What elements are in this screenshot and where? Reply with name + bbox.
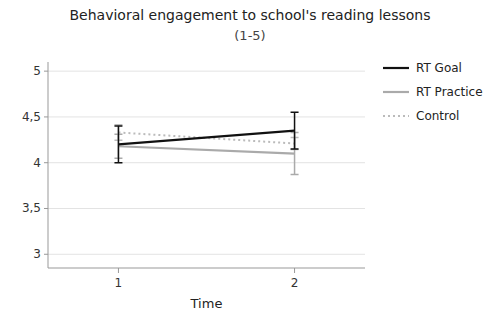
legend: RT Goal RT Practice Control	[383, 61, 483, 123]
y-tick-label: 3	[33, 247, 41, 261]
x-tick-label: 1	[115, 276, 123, 290]
series	[114, 125, 298, 150]
x-tick	[294, 268, 295, 273]
series-line	[118, 146, 294, 153]
y-tick-label: 4	[33, 156, 41, 170]
x-axis-line	[48, 268, 365, 269]
y-tick-label: 3,5	[22, 201, 41, 215]
grid-line	[48, 208, 365, 209]
data-area	[114, 112, 298, 174]
y-tick-label: 4,5	[22, 110, 41, 124]
grid-line	[48, 116, 365, 117]
grid-line	[48, 71, 365, 72]
y-tick	[44, 162, 48, 163]
legend-swatch	[383, 91, 409, 93]
series-line	[118, 131, 294, 145]
series	[114, 112, 298, 162]
legend-swatch	[383, 115, 409, 117]
legend-label: RT Practice	[416, 85, 483, 99]
y-tick	[44, 116, 48, 117]
legend-label: Control	[416, 109, 459, 123]
legend-label: RT Goal	[416, 61, 462, 75]
error-bar	[291, 112, 299, 149]
subtitle: (1-5)	[234, 28, 265, 43]
series	[114, 132, 298, 174]
grid-line	[48, 162, 365, 163]
chart-container: Behavioral engagement to school's readin…	[0, 0, 500, 318]
title: Behavioral engagement to school's readin…	[69, 7, 430, 23]
grid-line	[48, 254, 365, 255]
x-axis-label: Time	[190, 296, 223, 311]
legend-swatch	[383, 67, 409, 69]
y-tick	[44, 71, 48, 72]
y-tick	[44, 208, 48, 209]
x-tick-label: 2	[291, 276, 299, 290]
y-tick-label: 5	[33, 64, 41, 78]
error-bar	[114, 126, 122, 163]
chart-svg: Behavioral engagement to school's readin…	[0, 0, 500, 318]
y-axis-line	[48, 62, 49, 268]
x-tick	[118, 268, 119, 273]
axes: 3 3,5 4 4,5 5 1 2	[22, 62, 365, 290]
y-tick	[44, 254, 48, 255]
